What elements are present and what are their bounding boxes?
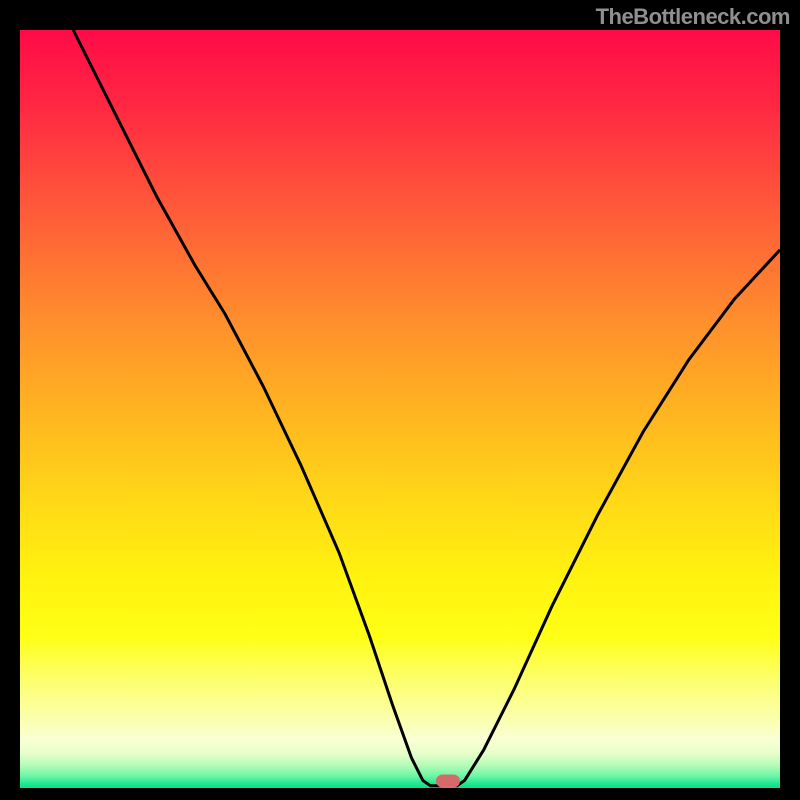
curve-path — [73, 30, 780, 786]
plot-area — [20, 30, 780, 788]
attribution-text: TheBottleneck.com — [596, 4, 790, 30]
optimum-marker — [436, 775, 460, 788]
chart-frame: TheBottleneck.com — [0, 0, 800, 800]
bottleneck-curve — [20, 30, 780, 788]
